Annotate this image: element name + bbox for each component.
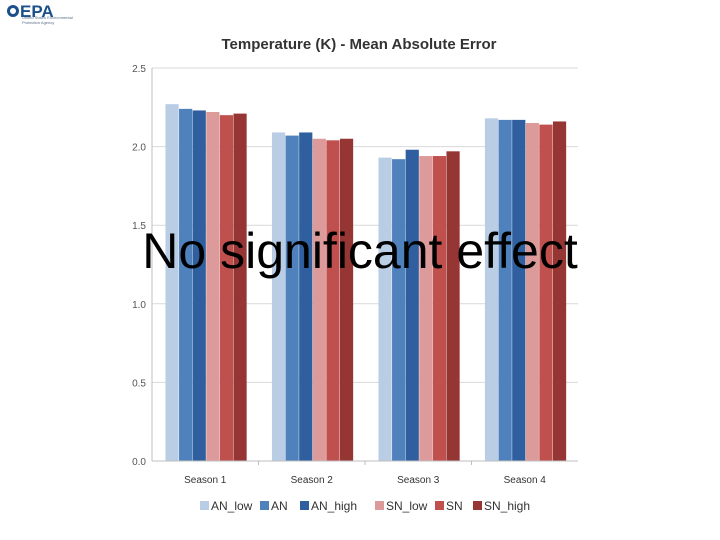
- bar-sn-low-4: [525, 123, 539, 462]
- bar-sn-high-4: [552, 121, 567, 461]
- logo-name: EPA: [20, 2, 54, 21]
- bar-an-high-3: [405, 149, 419, 461]
- bar-an-high-2: [299, 132, 313, 461]
- epa-logo-icon: EPA: [7, 2, 54, 21]
- x-category-label: Season 1: [184, 475, 227, 486]
- bar-an-3: [392, 159, 406, 461]
- legend-swatch-an: [260, 501, 269, 510]
- axes: 0.0 0.5 1.0 1.5 2.0 2.5 Season 1 Season 2 Season…: [132, 64, 578, 486]
- x-category-label: Season 3: [397, 475, 440, 486]
- y-tick-label: 1.0: [132, 300, 146, 311]
- bar-sn-high-3: [446, 151, 460, 462]
- chart-title: Temperature (K) - Mean Absolute Error: [221, 36, 496, 53]
- bar-an-2: [285, 135, 299, 461]
- y-tick-label: 1.5: [132, 221, 146, 232]
- y-tick-label: 0.0: [132, 457, 146, 468]
- logo-subtitle: United States Environmental Protection A…: [22, 15, 73, 25]
- legend-label: SN_low: [386, 499, 428, 513]
- legend-label: AN_high: [311, 499, 357, 513]
- bar-an-4: [498, 119, 512, 461]
- bar-sn-1: [219, 115, 234, 461]
- bar-sn-2: [326, 140, 340, 461]
- legend-swatch-sn: [435, 501, 444, 510]
- y-tick-label: 2.0: [132, 143, 146, 154]
- legend: AN_low AN AN_high SN_low SN SN_high: [200, 499, 530, 513]
- bar-an-low-1: [165, 104, 179, 461]
- x-category-label: Season 4: [504, 475, 547, 486]
- bar-an-1: [179, 108, 193, 461]
- legend-label: AN_low: [211, 499, 253, 513]
- bar-an-low-2: [271, 132, 286, 461]
- bar-sn-high-1: [233, 113, 247, 461]
- bar-an-high-1: [192, 110, 206, 461]
- y-tick-label: 2.5: [132, 64, 146, 75]
- legend-swatch-sn-high: [473, 501, 482, 510]
- y-tick-label: 0.5: [132, 378, 146, 389]
- bar-sn-low-2: [312, 138, 326, 462]
- bar-an-low-4: [484, 118, 499, 461]
- bar-an-low-3: [378, 157, 392, 461]
- epa-logo: EPA United States Environmental Protecti…: [4, 2, 84, 32]
- legend-swatch-an-high: [300, 501, 309, 510]
- bars: [165, 104, 567, 462]
- overlay-text: No significant effect: [142, 223, 578, 279]
- bar-sn-low-1: [206, 112, 220, 462]
- bar-sn-3: [432, 156, 447, 462]
- x-category-label: Season 2: [291, 475, 334, 486]
- legend-label: SN_high: [484, 499, 530, 513]
- legend-swatch-an-low: [200, 501, 209, 510]
- legend-swatch-sn-low: [375, 501, 384, 510]
- bar-an-high-4: [512, 119, 526, 461]
- legend-label: AN: [271, 499, 288, 513]
- bar-sn-high-2: [339, 138, 354, 462]
- legend-label: SN: [446, 499, 463, 513]
- bar-sn-low-3: [419, 156, 433, 462]
- bar-sn-4: [539, 124, 553, 461]
